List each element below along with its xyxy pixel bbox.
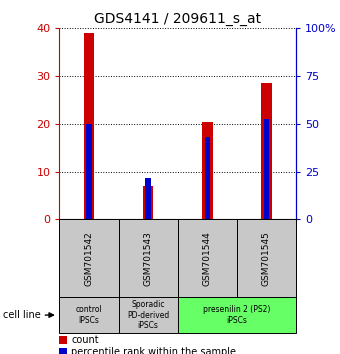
Text: GSM701542: GSM701542 — [85, 231, 94, 286]
Text: percentile rank within the sample: percentile rank within the sample — [71, 347, 236, 354]
Text: count: count — [71, 335, 99, 345]
Bar — [264, 119, 269, 219]
Text: GSM701545: GSM701545 — [262, 231, 271, 286]
Bar — [84, 33, 95, 219]
Bar — [205, 137, 210, 219]
Bar — [261, 83, 272, 219]
Text: Sporadic
PD-derived
iPSCs: Sporadic PD-derived iPSCs — [127, 300, 169, 330]
Text: GSM701543: GSM701543 — [143, 231, 153, 286]
Bar — [86, 124, 92, 219]
Bar — [146, 178, 151, 219]
Text: cell line: cell line — [3, 310, 41, 320]
Bar — [202, 121, 212, 219]
Bar — [143, 186, 153, 219]
Text: GSM701544: GSM701544 — [203, 231, 212, 286]
Text: presenilin 2 (PS2)
iPSCs: presenilin 2 (PS2) iPSCs — [203, 306, 270, 325]
Title: GDS4141 / 209611_s_at: GDS4141 / 209611_s_at — [94, 12, 261, 26]
Text: control
IPSCs: control IPSCs — [76, 306, 102, 325]
